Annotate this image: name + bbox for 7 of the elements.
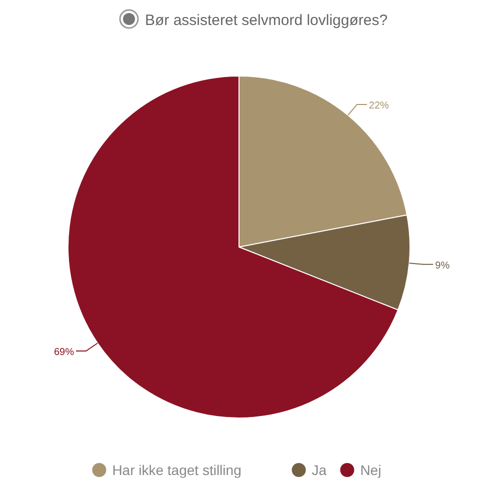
data-label: 69% bbox=[54, 346, 74, 358]
legend-label: Ja bbox=[312, 462, 327, 478]
data-label: 22% bbox=[368, 100, 390, 112]
legend-label: Nej bbox=[360, 462, 382, 478]
data-label: 9% bbox=[435, 260, 450, 272]
legend-label: Har ikke taget stilling bbox=[112, 462, 242, 478]
chart-title: Bør assisteret selvmord lovliggøres? bbox=[145, 12, 388, 29]
